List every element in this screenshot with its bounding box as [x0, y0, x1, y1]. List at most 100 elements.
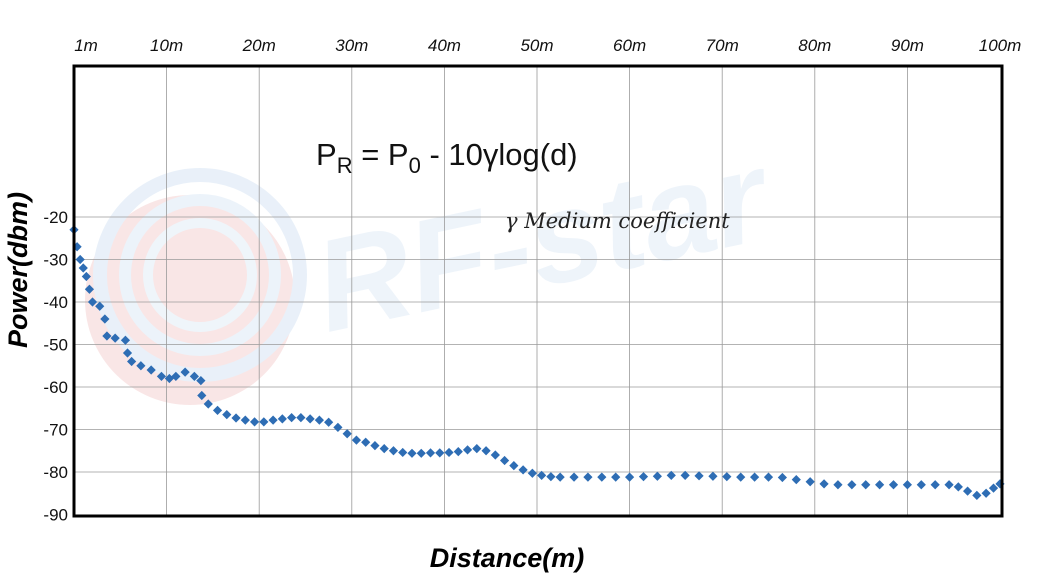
data-point [171, 371, 181, 381]
data-point [916, 480, 926, 490]
data-point [435, 448, 445, 458]
x-tick-label: 70m [706, 36, 739, 55]
y-tick-label: -30 [43, 251, 68, 270]
x-tick-label: 50m [520, 36, 553, 55]
data-point [425, 448, 436, 458]
data-point [231, 413, 241, 423]
data-point [833, 480, 843, 490]
data-point [597, 472, 607, 482]
x-tick-label: 90m [891, 36, 924, 55]
data-point [680, 470, 690, 480]
data-point [268, 415, 278, 425]
data-point [146, 365, 156, 375]
data-point [847, 480, 857, 490]
data-point [902, 480, 912, 490]
data-point [611, 472, 621, 482]
data-point [736, 472, 746, 482]
data-point [110, 333, 120, 343]
x-tick-label: 1m [74, 36, 98, 55]
data-point [569, 472, 579, 482]
data-point [490, 450, 500, 460]
data-point [953, 482, 963, 492]
data-point [546, 472, 556, 482]
data-point [518, 465, 528, 475]
y-tick-label: -60 [43, 378, 68, 397]
formula-rest: - 10γlog(d) [421, 137, 578, 172]
data-point [222, 410, 232, 420]
data-point [462, 445, 473, 455]
data-point [87, 297, 98, 307]
data-point [324, 417, 334, 427]
y-tick-label: -70 [43, 421, 68, 440]
x-tick-label: 100m [979, 36, 1022, 55]
data-point [287, 413, 297, 423]
data-point [84, 284, 95, 294]
data-point [361, 437, 371, 447]
data-point [351, 435, 362, 445]
data-point [156, 371, 167, 381]
annotation-text: γ Medium coefficient [505, 209, 730, 233]
data-point [555, 472, 565, 482]
y-tick-label: -80 [43, 463, 68, 482]
data-point [81, 271, 91, 282]
x-tick-label: 40m [428, 36, 461, 55]
formula-sub-r: R [337, 153, 353, 178]
data-point [444, 447, 454, 458]
plot-frame [72, 64, 1004, 518]
data-point [499, 455, 510, 466]
data-point [120, 335, 131, 345]
data-point [722, 472, 732, 482]
data-point [481, 446, 491, 456]
data-point [342, 429, 352, 439]
data-point [416, 448, 426, 458]
data-point [240, 415, 250, 425]
data-point [988, 483, 999, 493]
data-point [888, 480, 899, 490]
data-point [875, 480, 885, 490]
data-point [259, 417, 269, 427]
data-point [509, 461, 519, 471]
data-point [527, 468, 537, 478]
x-tick-label: 60m [613, 36, 646, 55]
data-point [249, 417, 260, 427]
data-point [388, 446, 399, 456]
data-point [333, 422, 343, 432]
data-point [861, 480, 871, 490]
y-tick-label: -90 [43, 506, 68, 525]
data-point [122, 348, 133, 358]
data-point [196, 376, 206, 386]
data-point [180, 367, 190, 377]
data-point [212, 405, 223, 415]
data-point [197, 390, 207, 401]
data-point [472, 444, 482, 454]
data-point [972, 490, 982, 500]
y-tick-label: -20 [43, 208, 68, 227]
data-point [537, 470, 547, 480]
data-point [791, 475, 801, 485]
data-point [981, 488, 991, 498]
y-axis-title: Power(dbm) [3, 192, 33, 348]
data-point [370, 441, 380, 451]
y-axis-ticks: -20 -30 -40 -50 -60 -70 -80 -90 [43, 208, 68, 525]
formula-text: PR = P0 - 10γlog(d) [316, 137, 578, 178]
data-point [666, 470, 676, 480]
data-point [95, 301, 105, 311]
y-tick-label: -50 [43, 336, 68, 355]
grid-lines [74, 66, 1002, 516]
data-point [819, 479, 829, 489]
data-point [805, 477, 815, 487]
data-series [69, 225, 1005, 500]
data-point [930, 480, 940, 490]
x-axis-title: Distance(m) [430, 543, 585, 573]
data-point [638, 472, 649, 482]
data-point [962, 486, 973, 496]
data-point [944, 480, 954, 490]
data-point [136, 361, 146, 371]
data-point [102, 331, 112, 341]
data-point [694, 471, 704, 481]
data-point [75, 254, 85, 265]
data-point [750, 472, 760, 482]
formula-base: P [316, 137, 337, 172]
data-point [203, 399, 213, 409]
